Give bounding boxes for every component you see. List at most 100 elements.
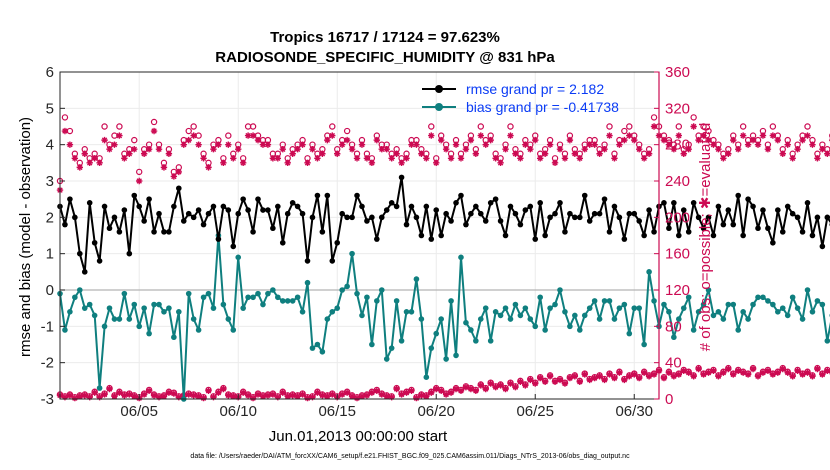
bias-point xyxy=(106,305,113,311)
obs-low-evaluated-marker xyxy=(715,373,722,380)
obs-low-evaluated-marker xyxy=(170,390,178,397)
rmse-point xyxy=(700,225,707,232)
rmse-point xyxy=(735,192,742,199)
bias-point xyxy=(755,294,761,301)
rmse-point xyxy=(502,232,509,239)
bias-point xyxy=(265,290,271,297)
obs-low-evaluated-marker xyxy=(225,392,232,399)
obs-low-evaluated-marker xyxy=(809,373,816,380)
rmse-point xyxy=(230,243,237,250)
rmse-point xyxy=(616,214,623,221)
bias-point xyxy=(151,301,157,308)
rmse-point xyxy=(814,214,821,221)
obs-evaluated-marker xyxy=(700,132,707,139)
obs-evaluated-marker xyxy=(225,141,232,148)
obs-low-evaluated-marker xyxy=(442,391,450,398)
rmse-point xyxy=(289,200,296,206)
bias-point xyxy=(448,298,454,304)
obs-evaluated-marker xyxy=(551,159,559,167)
obs-evaluated-marker xyxy=(561,155,569,162)
bias-point xyxy=(423,374,430,381)
bias-point xyxy=(126,316,133,322)
obs-low-evaluated-marker xyxy=(175,393,183,401)
bias-point xyxy=(586,305,593,311)
y-left-tick-label: 0 xyxy=(46,282,54,299)
y-right-tick-label: 160 xyxy=(665,246,690,263)
rmse-point xyxy=(651,229,657,235)
obs-possible-marker xyxy=(700,123,707,130)
obs-low-evaluated-marker xyxy=(403,389,410,396)
y-left-tick-label: -2 xyxy=(41,355,54,372)
rmse-point xyxy=(354,192,360,199)
obs-low-evaluated-marker xyxy=(358,393,366,400)
obs-evaluated-marker xyxy=(393,150,400,157)
bias-series xyxy=(57,232,830,402)
bias-point xyxy=(72,294,78,301)
obs-low-evaluated-marker xyxy=(96,393,103,401)
y-right-tick-label: 120 xyxy=(665,282,690,299)
obs-evaluated-marker xyxy=(749,136,757,144)
obs-evaluated-marker xyxy=(76,164,84,171)
obs-possible-marker xyxy=(739,123,747,130)
obs-low-evaluated-marker xyxy=(294,393,301,400)
obs-low-evaluated-marker xyxy=(264,392,272,399)
rmse-point xyxy=(730,221,737,228)
obs-low-evaluated-marker xyxy=(749,365,757,373)
bias-point xyxy=(473,338,479,344)
obs-evaluated-marker xyxy=(635,146,643,153)
obs-low-evaluated-marker xyxy=(705,369,712,376)
obs-evaluated-marker xyxy=(621,136,628,144)
obs-possible-marker xyxy=(769,123,777,130)
bias-point xyxy=(804,287,811,293)
obs-evaluated-marker xyxy=(705,136,712,144)
chart-title-line2: RADIOSONDE_SPECIFIC_HUMIDITY @ 831 hPa xyxy=(215,49,555,66)
obs-evaluated-marker xyxy=(467,136,475,144)
obs-possible-marker xyxy=(101,123,108,130)
bias-point xyxy=(146,330,152,337)
rmse-point xyxy=(621,236,628,242)
obs-evaluated-marker xyxy=(442,146,450,153)
obs-evaluated-marker xyxy=(690,123,697,130)
bias-point xyxy=(502,305,509,311)
rmse-point xyxy=(393,203,400,210)
obs-evaluated-marker xyxy=(244,132,252,139)
x-tick-label: 06/05 xyxy=(120,403,158,420)
bias-point xyxy=(443,356,449,362)
bias-point xyxy=(770,301,776,308)
obs-evaluated-marker xyxy=(334,150,341,157)
obs-evaluated-marker xyxy=(329,132,336,139)
bias-point xyxy=(784,312,791,319)
obs-evaluated-marker xyxy=(423,155,430,162)
rmse-point xyxy=(794,214,801,221)
rmse-point xyxy=(755,225,761,232)
rmse-point xyxy=(334,239,341,246)
obs-possible-marker xyxy=(621,127,628,135)
obs-evaluated-marker xyxy=(116,132,123,139)
bias-point xyxy=(468,327,474,333)
bias-point xyxy=(631,305,638,311)
obs-evaluated-marker xyxy=(309,146,316,153)
bias-point xyxy=(334,305,341,311)
obs-evaluated-marker xyxy=(433,159,440,167)
obs-low-evaluated-marker xyxy=(517,378,524,385)
obs-low-evaluated-marker xyxy=(586,376,593,384)
obs-evaluated-marker xyxy=(596,150,603,157)
obs-evaluated-marker xyxy=(794,146,801,153)
obs-low-evaluated-marker xyxy=(556,376,564,384)
obs-evaluated-marker xyxy=(254,136,262,144)
rmse-point xyxy=(364,218,370,224)
legend-rmse-marker xyxy=(435,85,443,93)
rmse-point xyxy=(443,210,449,217)
bias-point xyxy=(685,294,692,301)
obs-evaluated-marker xyxy=(96,159,103,167)
obs-evaluated-marker xyxy=(502,146,509,153)
rmse-point xyxy=(458,192,464,199)
obs-low-evaluated-marker xyxy=(274,393,282,401)
rmse-point xyxy=(275,203,281,210)
obs-low-evaluated-marker xyxy=(814,365,821,373)
obs-evaluated-marker xyxy=(631,136,638,144)
rmse-point xyxy=(740,232,746,239)
rmse-point xyxy=(210,203,217,210)
obs-possible-marker xyxy=(61,114,69,121)
obs-low-evaluated-marker xyxy=(145,387,153,395)
